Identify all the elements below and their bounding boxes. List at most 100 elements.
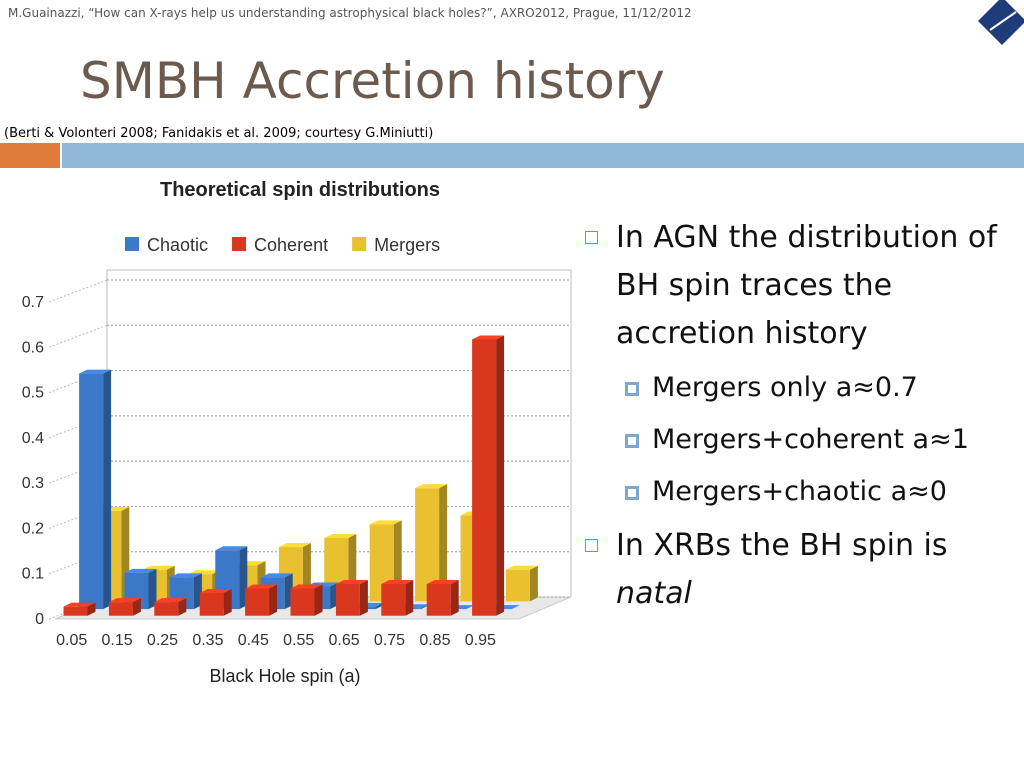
legend-label: Chaotic [147,235,208,255]
bar-top [472,335,505,340]
citation: M.Guainazzi, “How can X-rays help us und… [8,6,692,20]
bar-top [505,565,538,570]
bar-group [63,602,96,616]
bar-side [269,584,278,616]
y-tick-label: 0.3 [22,475,44,492]
sub-bullet: Mergers+chaotic a≈0 [582,466,1012,518]
x-tick-label: 0.05 [56,632,87,649]
bar [505,569,530,602]
bar-group [290,584,323,616]
bullet: In AGN the distribution of BH spin trace… [582,214,1012,358]
x-tick-label: 0.35 [192,632,223,649]
bar-side [496,335,505,616]
bar-side [359,580,368,616]
emphasis: natal [616,576,692,611]
bar-top [154,598,187,603]
grid-line [48,279,108,303]
x-tick-label: 0.65 [329,632,360,649]
bullet: In XRBs the BH spin is natal [582,522,1012,618]
bar-side [132,598,141,616]
bullet-text: In XRBs the BH spin is [616,528,948,563]
x-tick-label: 0.45 [238,632,269,649]
bar [381,584,406,616]
bar-group [108,598,141,616]
accent-bar [0,143,60,168]
bar-top [124,568,157,573]
bar-group [79,369,112,610]
bar-group [426,580,459,616]
bar [108,602,133,616]
bar-top [426,580,459,584]
x-axis-label: Black Hole spin (a) [209,666,360,686]
bar-top [79,369,112,374]
sub-bullet: Mergers+coherent a≈1 [582,414,1012,466]
bar-side [314,584,323,616]
x-tick-label: 0.55 [283,632,314,649]
bar-side [178,598,187,616]
reference: (Berti & Volonteri 2008; Fanidakis et al… [4,126,434,141]
bar-top [415,484,448,489]
bar-side [529,565,538,602]
bar-top [278,543,311,548]
bar-top [142,565,175,570]
bar-side [103,369,112,610]
bar [63,606,88,616]
bar-top [169,573,202,578]
slide-title: SMBH Accretion history [80,52,665,110]
bar-top [260,573,293,578]
bar-top [199,589,232,594]
bar-side [439,484,448,602]
bar-side [450,580,459,616]
grid-line [48,324,108,348]
bar-top [335,580,368,584]
bar-group [381,580,414,616]
bar-group [199,589,232,616]
bar-group [505,565,538,602]
x-tick-label: 0.15 [102,632,133,649]
y-tick-label: 0.2 [22,520,44,537]
bar [79,373,104,610]
bar [290,588,315,616]
bar [154,602,179,616]
y-tick-label: 0.7 [22,294,44,311]
chart: Theoretical spin distributions Black Hole… [22,179,572,686]
bar-side [405,580,414,616]
logo [977,0,1024,46]
bar-top [63,602,96,607]
bar-top [108,598,141,603]
legend-label: Mergers [374,235,440,255]
bar-group [245,584,278,616]
bullet-list: In AGN the distribution of BH spin trace… [582,214,1012,622]
bar-group [472,335,505,616]
y-tick-label: 0.6 [22,339,44,356]
bar-top [324,534,357,538]
bar-top [381,580,414,584]
bar-top [290,584,323,589]
y-tick-label: 0.5 [22,385,44,402]
bar-top [369,520,402,525]
bar [245,588,270,616]
bar-side [87,602,96,616]
x-tick-label: 0.85 [419,632,450,649]
bar-top [245,584,278,589]
legend-swatch [125,237,139,251]
bar [199,593,224,616]
chart-title: Theoretical spin distributions [160,179,440,201]
bar [335,584,360,616]
bar-top [215,546,248,551]
y-tick-label: 0.4 [22,430,44,447]
y-tick-label: 0.1 [22,566,44,583]
y-tick-label: 0 [35,611,44,628]
legend-swatch [232,237,247,251]
bar-side [148,568,157,610]
bar-group [335,580,368,616]
bar-top [188,570,221,575]
x-tick-label: 0.75 [374,632,405,649]
legend-swatch [352,237,367,251]
sub-bullet: Mergers only a≈0.7 [582,362,1012,414]
x-tick-label: 0.95 [465,632,496,649]
x-tick-label: 0.25 [147,632,178,649]
legend-label: Coherent [254,235,328,255]
